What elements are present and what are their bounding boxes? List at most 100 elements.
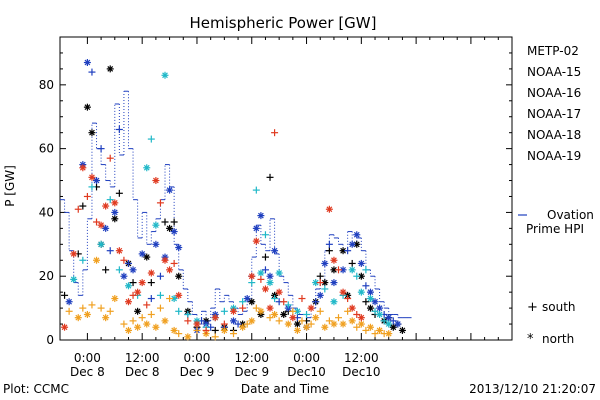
data-point-noaa-15	[138, 250, 146, 258]
data-point-noaa-19	[184, 317, 192, 325]
data-point-noaa-16	[239, 298, 247, 306]
data-point-noaa-15	[261, 266, 269, 274]
data-point-noaa-19	[120, 256, 128, 264]
data-point-metp-02	[248, 298, 256, 306]
y-tick-label: 40	[39, 205, 54, 219]
data-point-metp-02	[111, 215, 119, 223]
data-point-noaa-18	[266, 314, 274, 322]
data-point-noaa-15	[88, 68, 96, 76]
data-point-noaa-19	[143, 301, 151, 309]
x-tick-label-time: 12:00	[344, 351, 379, 365]
data-point-noaa-18	[184, 333, 192, 341]
data-point-metp-02	[261, 253, 269, 261]
data-point-noaa-16	[88, 183, 96, 191]
data-point-noaa-15	[330, 279, 338, 287]
data-point-noaa-18	[111, 295, 119, 303]
data-point-noaa-15	[348, 240, 356, 248]
data-point-noaa-16	[376, 310, 384, 318]
data-point-noaa-15	[266, 272, 274, 280]
ovation-legend: Ovation Prime HPI	[518, 208, 594, 236]
north-symbol-label: north	[542, 332, 574, 346]
data-point-noaa-16	[115, 266, 123, 274]
x-tick-label-date: Dec 9	[234, 365, 269, 379]
data-point-noaa-15	[170, 228, 178, 236]
data-point-noaa-15	[376, 304, 384, 312]
data-point-noaa-15	[156, 272, 164, 280]
x-tick-label-date: Dec 9	[180, 365, 215, 379]
data-point-noaa-19	[339, 288, 347, 296]
x-tick-label-date: Dec 8	[125, 365, 160, 379]
data-point-noaa-15	[366, 288, 374, 296]
data-point-noaa-15	[243, 295, 251, 303]
data-point-noaa-19	[357, 314, 365, 322]
data-point-noaa-18	[152, 323, 160, 331]
data-point-noaa-16	[371, 307, 379, 315]
data-point-noaa-18	[102, 314, 110, 322]
data-point-noaa-16	[385, 320, 393, 328]
x-axis-label: Date and Time	[241, 382, 329, 396]
data-point-noaa-16	[184, 310, 192, 318]
data-point-noaa-15	[120, 272, 128, 280]
data-point-noaa-16	[175, 307, 183, 315]
data-point-metp-02	[129, 279, 137, 287]
plot-timestamp: 2013/12/10 21:20:07	[469, 382, 596, 396]
data-point-noaa-18	[344, 307, 352, 315]
data-point-noaa-19	[170, 259, 178, 267]
data-point-noaa-18	[79, 304, 87, 312]
data-point-noaa-19	[261, 285, 269, 293]
data-point-noaa-19	[335, 266, 343, 274]
data-point-noaa-19	[166, 266, 174, 274]
data-point-noaa-18	[74, 314, 82, 322]
data-point-noaa-19	[220, 320, 228, 328]
data-point-noaa-19	[353, 310, 361, 318]
data-point-noaa-19	[193, 320, 201, 328]
data-point-noaa-15	[175, 244, 183, 252]
data-point-noaa-19	[79, 164, 87, 172]
data-point-noaa-18	[88, 301, 96, 309]
data-point-noaa-19	[211, 314, 219, 322]
data-point-noaa-15	[312, 298, 320, 306]
data-point-noaa-15	[357, 259, 365, 267]
ovation-label-line1: Ovation	[547, 208, 594, 222]
data-point-noaa-18	[83, 310, 91, 318]
data-point-noaa-19	[307, 304, 315, 312]
data-point-metp-02	[88, 129, 96, 137]
data-point-noaa-19	[147, 269, 155, 277]
data-point-metp-02	[79, 202, 87, 210]
data-point-noaa-19	[83, 192, 91, 200]
data-point-noaa-15	[385, 314, 393, 322]
data-point-noaa-18	[211, 333, 219, 341]
legend-item-noaa-16: NOAA-16	[527, 86, 581, 100]
data-point-noaa-18	[335, 314, 343, 322]
data-point-noaa-18	[362, 326, 370, 334]
data-point-noaa-19	[252, 237, 260, 245]
chart-title: Hemispheric Power [GW]	[190, 14, 377, 32]
data-point-noaa-18	[293, 326, 301, 334]
data-point-noaa-18	[120, 320, 128, 328]
symbol-legend: + south * north	[527, 300, 576, 347]
data-point-noaa-16	[252, 186, 260, 194]
y-axis: 0 20 40 60 80	[39, 52, 512, 347]
data-point-noaa-18	[330, 320, 338, 328]
data-point-noaa-16	[257, 269, 265, 277]
ovation-prime-hpi-series	[60, 90, 412, 325]
data-point-noaa-15	[353, 231, 361, 239]
data-point-noaa-18	[289, 307, 297, 315]
data-point-noaa-18	[229, 330, 237, 338]
data-point-noaa-18	[303, 323, 311, 331]
data-point-noaa-15	[166, 186, 174, 194]
data-point-noaa-15	[129, 266, 137, 274]
data-point-noaa-18	[138, 314, 146, 322]
data-point-metp-02	[362, 298, 370, 306]
data-point-metp-02	[398, 326, 406, 334]
data-point-noaa-15	[371, 298, 379, 306]
data-point-noaa-16	[156, 291, 164, 299]
data-point-noaa-16	[97, 240, 105, 248]
data-point-noaa-15	[389, 317, 397, 325]
data-point-noaa-19	[129, 291, 137, 299]
x-tick-label-time: 0:00	[183, 351, 210, 365]
data-point-noaa-15	[93, 177, 101, 185]
data-point-noaa-16	[293, 307, 301, 315]
data-point-noaa-15	[325, 240, 333, 248]
data-point-noaa-15	[152, 240, 160, 248]
